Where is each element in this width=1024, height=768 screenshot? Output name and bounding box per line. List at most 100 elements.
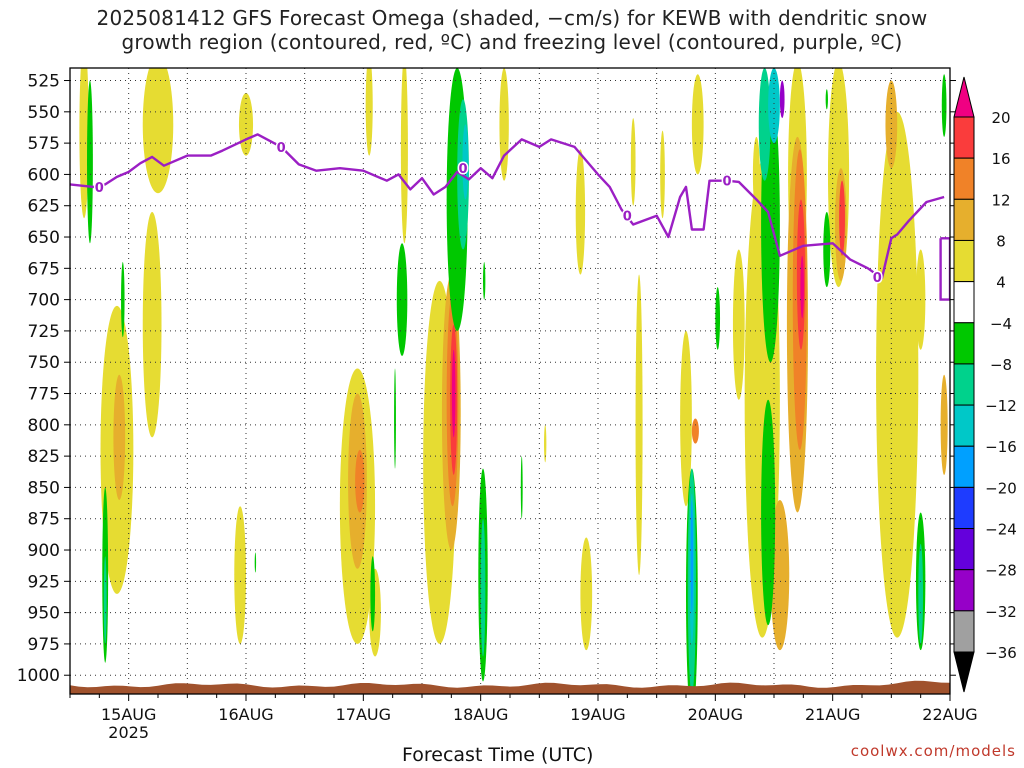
colorbar-box: [953, 281, 975, 324]
omega-region: [142, 211, 162, 438]
freezing-level-label: 0: [873, 271, 882, 286]
colorbar-box: [953, 486, 975, 530]
omega-region: [941, 74, 947, 137]
omega-region: [635, 274, 643, 576]
x-tick-label: 18AUG: [453, 705, 508, 724]
omega-region: [691, 418, 699, 444]
colorbar: 20 16 12 8 4 −4 −8 −12 −16 −20 −24 −28 −32 −36: [953, 76, 1017, 693]
y-tick-label: 825: [28, 447, 60, 467]
colorbar-label: −12: [985, 397, 1017, 415]
y-tick-label: 550: [28, 103, 60, 123]
y-tick-label: 900: [28, 541, 60, 561]
omega-region: [520, 456, 523, 519]
omega-region: [825, 89, 828, 110]
colorbar-box: [953, 569, 975, 612]
omega-region: [690, 499, 694, 613]
omega-region: [779, 80, 785, 119]
omega-region: [732, 249, 745, 400]
colorbar-box: [953, 404, 975, 447]
omega-region: [396, 243, 408, 356]
chart-title-line2: growth region (contoured, red, ºC) and f…: [121, 30, 903, 54]
colorbar-box: [953, 198, 975, 241]
colorbar-label: 8: [996, 232, 1006, 250]
colorbar-top-arrow: [953, 76, 975, 118]
ground-fill: [70, 680, 950, 694]
omega-region: [839, 180, 845, 256]
omega-region: [752, 136, 760, 212]
omega-region: [660, 130, 665, 219]
y-tick-label: 725: [28, 322, 60, 342]
colorbar-label: 4: [996, 274, 1006, 292]
x-tick-label: 21AUG: [805, 705, 860, 724]
omega-region: [238, 93, 254, 156]
y-tick-label: 775: [28, 385, 60, 405]
y-tick-label: 950: [28, 604, 60, 624]
y-tick-label: 975: [28, 635, 60, 655]
omega-region: [462, 124, 469, 200]
y-tick-label: 575: [28, 134, 60, 154]
colorbar-box: [953, 157, 975, 200]
omega-region: [758, 68, 771, 181]
omega-region: [761, 399, 776, 626]
omega-region: [483, 262, 486, 300]
omega-region: [113, 374, 126, 500]
colorbar-label: −32: [985, 603, 1017, 621]
colorbar-box: [953, 239, 975, 283]
omega-region: [394, 368, 396, 469]
chart-title-line1: 2025081412 GFS Forecast Omega (shaded, −…: [96, 6, 928, 30]
omega-region: [400, 68, 408, 244]
y-tick-label: 925: [28, 572, 60, 592]
omega-region: [940, 374, 948, 475]
omega-region: [355, 449, 365, 513]
y-tick-label: 650: [28, 228, 60, 248]
omega-region: [103, 556, 107, 644]
x-tick-label: 22AUG: [922, 705, 977, 724]
x-tick-sublabel: 2025: [108, 723, 149, 742]
omega-region: [79, 68, 89, 219]
omega-region: [121, 262, 125, 338]
y-tick-label: 800: [28, 416, 60, 436]
omega-region: [575, 149, 586, 275]
omega-region: [451, 349, 456, 438]
colorbar-bottom-arrow: [953, 651, 975, 693]
omega-region: [480, 518, 486, 657]
colorbar-box: [953, 363, 975, 406]
omega-region: [691, 74, 704, 175]
freezing-level-label: 0: [277, 141, 286, 156]
colorbar-label: −16: [985, 438, 1017, 456]
omega-region: [87, 80, 93, 244]
omega-shading: [70, 68, 950, 694]
colorbar-label: 12: [991, 191, 1010, 209]
colorbar-box: [953, 445, 975, 488]
colorbar-box: [953, 610, 975, 653]
plot-background: [70, 68, 950, 694]
omega-region: [876, 111, 919, 638]
y-tick-label: 600: [28, 165, 60, 185]
freezing-level-label: 0: [623, 210, 632, 225]
y-tick-label: 750: [28, 353, 60, 373]
colorbar-box: [953, 322, 975, 365]
freezing-level-line-tail: [939, 237, 950, 301]
colorbar-label: −36: [985, 644, 1017, 662]
omega-region: [580, 537, 593, 651]
y-tick-label: 625: [28, 197, 60, 217]
x-tick-label: 19AUG: [570, 705, 625, 724]
colorbar-box: [953, 116, 975, 159]
colorbar-label: −20: [985, 479, 1017, 497]
ground-terrain: [70, 680, 950, 694]
omega-region: [254, 552, 257, 573]
y-tick-label: 525: [28, 72, 60, 92]
colorbar-label: 16: [991, 150, 1010, 168]
freezing-level-contour: 0 0 0 0 0 0: [70, 133, 950, 301]
colorbar-box: [953, 528, 975, 571]
y-tick-label: 700: [28, 291, 60, 311]
freezing-level-label: 0: [459, 162, 468, 177]
colorbar-label: 20: [991, 109, 1010, 127]
omega-region: [823, 211, 831, 288]
omega-region: [234, 506, 246, 644]
omega-region: [680, 330, 692, 507]
omega-region: [768, 68, 780, 144]
grid-lines: [70, 68, 951, 694]
x-tick-label: 20AUG: [688, 705, 743, 724]
